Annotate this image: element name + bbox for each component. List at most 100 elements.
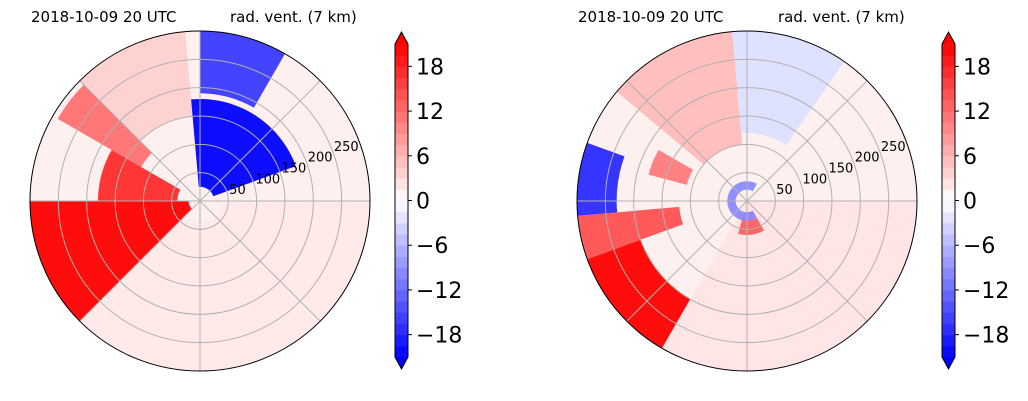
colorbar-level xyxy=(395,334,408,347)
colorbar-level xyxy=(942,222,955,235)
radial-tick-label: 150 xyxy=(829,161,854,176)
colorbar-level xyxy=(942,144,955,157)
colorbar-level xyxy=(395,44,408,56)
chart-title-time: 2018-10-09 20 UTC xyxy=(31,8,177,26)
grid-spoke xyxy=(79,80,201,202)
colorbar-level xyxy=(395,66,408,79)
colorbar-level xyxy=(942,155,955,168)
chart-title-variable: rad. vent. (7 km) xyxy=(230,8,357,26)
field-blob xyxy=(98,150,181,201)
radial-tick-label: 250 xyxy=(334,140,359,155)
colorbar-tick-label: 18 xyxy=(416,55,444,80)
polar-frame xyxy=(29,30,371,372)
colorbar-level xyxy=(395,312,408,324)
field-blob xyxy=(648,150,693,185)
colorbar-level xyxy=(942,289,955,302)
field-blob xyxy=(577,206,684,260)
colorbar-level xyxy=(395,88,408,101)
colorbar-level xyxy=(942,133,955,146)
colorbar-tick-label: 12 xyxy=(416,100,444,125)
colorbar-level xyxy=(395,222,408,235)
colorbar-level xyxy=(395,301,408,313)
colorbar-level xyxy=(395,133,408,146)
colorbar-level xyxy=(942,189,955,201)
colorbar-level xyxy=(395,77,408,90)
colorbar-level xyxy=(395,234,408,246)
field-blob xyxy=(662,201,917,371)
chart-title-variable: rad. vent. (7 km) xyxy=(778,8,905,26)
colorbar-tick-label: −12 xyxy=(963,279,1009,304)
colorbar-level xyxy=(395,144,408,157)
colorbar-level xyxy=(395,289,408,302)
colorbar-level xyxy=(942,234,955,246)
field-blob xyxy=(200,31,285,108)
field-blob xyxy=(79,201,370,371)
polar-grid xyxy=(30,31,370,371)
field-blob xyxy=(587,239,691,349)
colorbar-tick-label: −6 xyxy=(963,234,995,259)
colorbar-level xyxy=(942,278,955,291)
colorbar-level xyxy=(395,122,408,134)
colorbar-level xyxy=(942,245,955,257)
colorbar-tick-label: 6 xyxy=(416,145,430,170)
colorbar-tick-label: −12 xyxy=(416,279,462,304)
radial-tick-label: 200 xyxy=(308,151,333,166)
field-blob xyxy=(577,142,625,216)
colorbar-level xyxy=(942,323,955,336)
colorbar-tick-label: 6 xyxy=(963,145,977,170)
colorbar-extend-min xyxy=(942,357,955,369)
colorbar-extend-max xyxy=(942,32,955,44)
colorbar-level xyxy=(942,312,955,324)
colorbar-level xyxy=(942,166,955,179)
field-blob xyxy=(616,31,743,165)
colorbar-level xyxy=(395,256,408,269)
colorbar-level xyxy=(942,211,955,224)
colorbar-level xyxy=(942,99,955,112)
colorbar-extend-min xyxy=(395,357,408,369)
colorbar-level xyxy=(942,77,955,90)
colorbar-tick-label: −18 xyxy=(416,324,462,349)
chart-title-time: 2018-10-09 20 UTC xyxy=(578,8,724,26)
radial-tick-label: 50 xyxy=(229,183,246,198)
chart-panel-right: 50 100 150 200 250 18 12 6 0 −6 −12 −18 2018-10-09 … xyxy=(547,0,1028,401)
colorbar-level xyxy=(395,111,408,123)
polar-grid xyxy=(577,31,917,371)
colorbar-level xyxy=(942,334,955,347)
radial-tick-label: 50 xyxy=(776,183,793,198)
radial-tick-label: 150 xyxy=(282,161,307,176)
grid-spoke xyxy=(79,200,201,322)
colorbar-tick-label: −18 xyxy=(963,324,1009,349)
colorbar-level xyxy=(395,323,408,336)
colorbar-level xyxy=(942,178,955,190)
radial-tick-label: 100 xyxy=(255,172,280,187)
colorbar-level xyxy=(942,200,955,213)
colorbar-level xyxy=(942,301,955,313)
colorbar-level xyxy=(395,99,408,112)
colorbar-tick-label: 0 xyxy=(963,190,977,215)
colorbar-level xyxy=(942,55,955,67)
chart-panel-left: 50 100 150 200 250 18 12 6 0 −6 −12 −18 2018-10-09 … xyxy=(29,8,462,372)
radial-tick-label: 100 xyxy=(802,172,827,187)
colorbar: 18 12 6 0 −6 −12 −18 xyxy=(394,30,462,371)
radial-tick-label: 250 xyxy=(881,140,906,155)
grid-spoke xyxy=(199,200,321,322)
field-blob xyxy=(191,99,296,197)
colorbar-level xyxy=(395,178,408,190)
field-blob xyxy=(727,181,757,221)
colorbar-level xyxy=(395,155,408,168)
grid-spoke xyxy=(746,200,868,322)
colorbar-outline xyxy=(941,30,956,371)
colorbar-level xyxy=(395,211,408,224)
colorbar-level xyxy=(395,55,408,67)
colorbar-level xyxy=(395,278,408,291)
colorbar-level xyxy=(942,267,955,280)
colorbar-extend-max xyxy=(395,32,408,44)
colorbar-level xyxy=(942,44,955,56)
field-blob xyxy=(79,31,193,141)
grid-spoke xyxy=(199,80,321,202)
grid-spoke xyxy=(626,200,748,322)
colorbar-level xyxy=(942,111,955,123)
colorbar-level xyxy=(395,345,408,358)
